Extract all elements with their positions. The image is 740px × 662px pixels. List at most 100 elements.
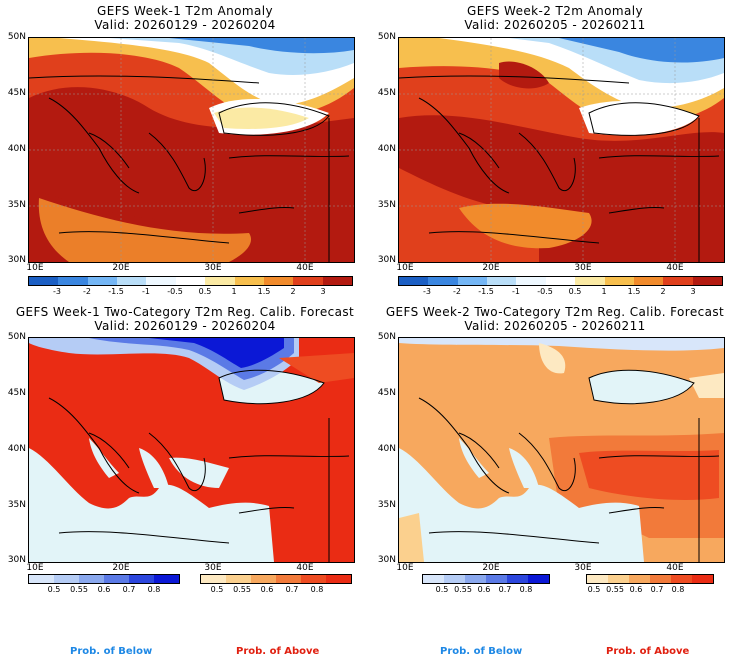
colorbar-tick: 0.6 <box>260 585 274 594</box>
colorbar-tick: 0.6 <box>477 585 491 594</box>
colorbar-tick: 1.5 <box>627 287 641 296</box>
colorbar-tick: -0.5 <box>167 287 183 296</box>
lat-label: 45N <box>377 388 396 398</box>
colorbar-tick: 0.7 <box>650 585 664 594</box>
colorbar-swatch <box>276 575 301 583</box>
colorbar-tick: 0.5 <box>210 585 224 594</box>
colorbar-swatch <box>608 575 629 583</box>
panel-week2-anomaly: GEFS Week-2 T2m Anomaly Valid: 20260205 … <box>370 0 740 300</box>
lat-label: 50N <box>7 32 26 42</box>
colorbar-tick: 0.55 <box>606 585 624 594</box>
lat-label: 30N <box>377 255 396 265</box>
lat-label: 35N <box>7 200 26 210</box>
lat-label: 40N <box>7 444 26 454</box>
colorbar-swatch <box>129 575 154 583</box>
colorbar-swatch <box>629 575 650 583</box>
lat-label: 45N <box>7 88 26 98</box>
lat-label: 40N <box>377 144 396 154</box>
colorbar-swatch <box>54 575 79 583</box>
lon-label: 20E <box>112 263 130 273</box>
colorbar-tick: 0.5 <box>47 585 61 594</box>
colorbar-swatch <box>487 277 517 285</box>
colorbar-tick: 0.5 <box>198 287 212 296</box>
colorbar-tick: -3 <box>423 287 431 296</box>
colorbar-swatch <box>650 575 671 583</box>
lat-label: 35N <box>377 500 396 510</box>
colorbar-swatch <box>104 575 129 583</box>
colorbar-tick: -1 <box>142 287 150 296</box>
colorbar-tick: 1.5 <box>257 287 271 296</box>
colorbar-tick: 0.7 <box>285 585 299 594</box>
colorbar-tick: 0.8 <box>519 585 533 594</box>
colorbar-swatch <box>201 575 226 583</box>
lat-label: 35N <box>7 500 26 510</box>
panel-valid-dates: Valid: 20260205 - 20260211 <box>464 319 646 333</box>
lat-label: 45N <box>7 388 26 398</box>
prob-above-label: Prob. of Above <box>606 646 690 657</box>
colorbar-swatch <box>29 277 59 285</box>
above-colorbar <box>586 574 714 584</box>
lat-label: 30N <box>7 555 26 565</box>
panel-title: GEFS Week-1 Two-Category T2m Reg. Calib.… <box>15 305 355 319</box>
panel-title: GEFS Week-2 Two-Category T2m Reg. Calib.… <box>385 305 725 319</box>
colorbar-swatch <box>516 277 546 285</box>
colorbar-swatch <box>87 277 118 285</box>
lat-label: 50N <box>7 332 26 342</box>
colorbar-tick: 0.7 <box>498 585 512 594</box>
colorbar-swatch <box>326 575 351 583</box>
colorbar-swatch <box>234 277 264 285</box>
colorbar-swatch <box>486 575 507 583</box>
colorbar-swatch <box>293 277 323 285</box>
colorbar-tick: 0.6 <box>97 585 111 594</box>
colorbar-tick: 0.5 <box>587 585 601 594</box>
colorbar-tick: 1 <box>601 287 607 296</box>
colorbar-tick: 0.55 <box>454 585 472 594</box>
below-colorbar <box>422 574 550 584</box>
lon-label: 10E <box>396 563 414 573</box>
map-week2-probability <box>398 337 725 563</box>
map-week2-anomaly <box>398 37 725 263</box>
lat-label: 30N <box>377 555 396 565</box>
colorbar-swatch <box>587 575 608 583</box>
prob-below-label: Prob. of Below <box>440 646 523 657</box>
colorbar-swatch <box>29 575 54 583</box>
colorbar-tick: 0.8 <box>671 585 685 594</box>
lon-label: 20E <box>482 563 500 573</box>
anomaly-colorbar <box>398 276 723 286</box>
colorbar-swatch <box>428 277 458 285</box>
colorbar-tick: 0.6 <box>629 585 643 594</box>
colorbar-swatch <box>507 575 528 583</box>
lon-label: 30E <box>574 263 592 273</box>
colorbar-swatch <box>545 277 576 285</box>
colorbar-tick: -3 <box>53 287 61 296</box>
colorbar-tick: 0.5 <box>568 287 582 296</box>
lon-label: 40E <box>296 263 314 273</box>
colorbar-tick: 0.7 <box>122 585 136 594</box>
colorbar-tick: 0.8 <box>147 585 161 594</box>
lat-label: 50N <box>377 32 396 42</box>
panel-week2-probability: GEFS Week-2 Two-Category T2m Reg. Calib.… <box>370 300 740 600</box>
panel-valid-dates: Valid: 20260129 - 20260204 <box>94 18 276 32</box>
colorbar-swatch <box>528 575 549 583</box>
colorbar-swatch <box>79 575 104 583</box>
lon-label: 10E <box>26 263 44 273</box>
colorbar-swatch <box>663 277 693 285</box>
colorbar-swatch <box>117 277 147 285</box>
colorbar-swatch <box>251 575 276 583</box>
colorbar-swatch <box>154 575 179 583</box>
colorbar-swatch <box>146 277 176 285</box>
colorbar-swatch <box>575 277 605 285</box>
colorbar-swatch <box>263 277 294 285</box>
colorbar-tick: 2 <box>660 287 666 296</box>
below-colorbar <box>28 574 180 584</box>
map-week1-probability <box>28 337 355 563</box>
colorbar-swatch <box>444 575 465 583</box>
colorbar-swatch <box>671 575 692 583</box>
lat-label: 50N <box>377 332 396 342</box>
colorbar-swatch <box>692 575 713 583</box>
lat-label: 30N <box>7 255 26 265</box>
colorbar-swatch <box>301 575 326 583</box>
colorbar-tick: 0.8 <box>310 585 324 594</box>
panel-title: GEFS Week-2 T2m Anomaly <box>467 4 643 18</box>
above-colorbar <box>200 574 352 584</box>
